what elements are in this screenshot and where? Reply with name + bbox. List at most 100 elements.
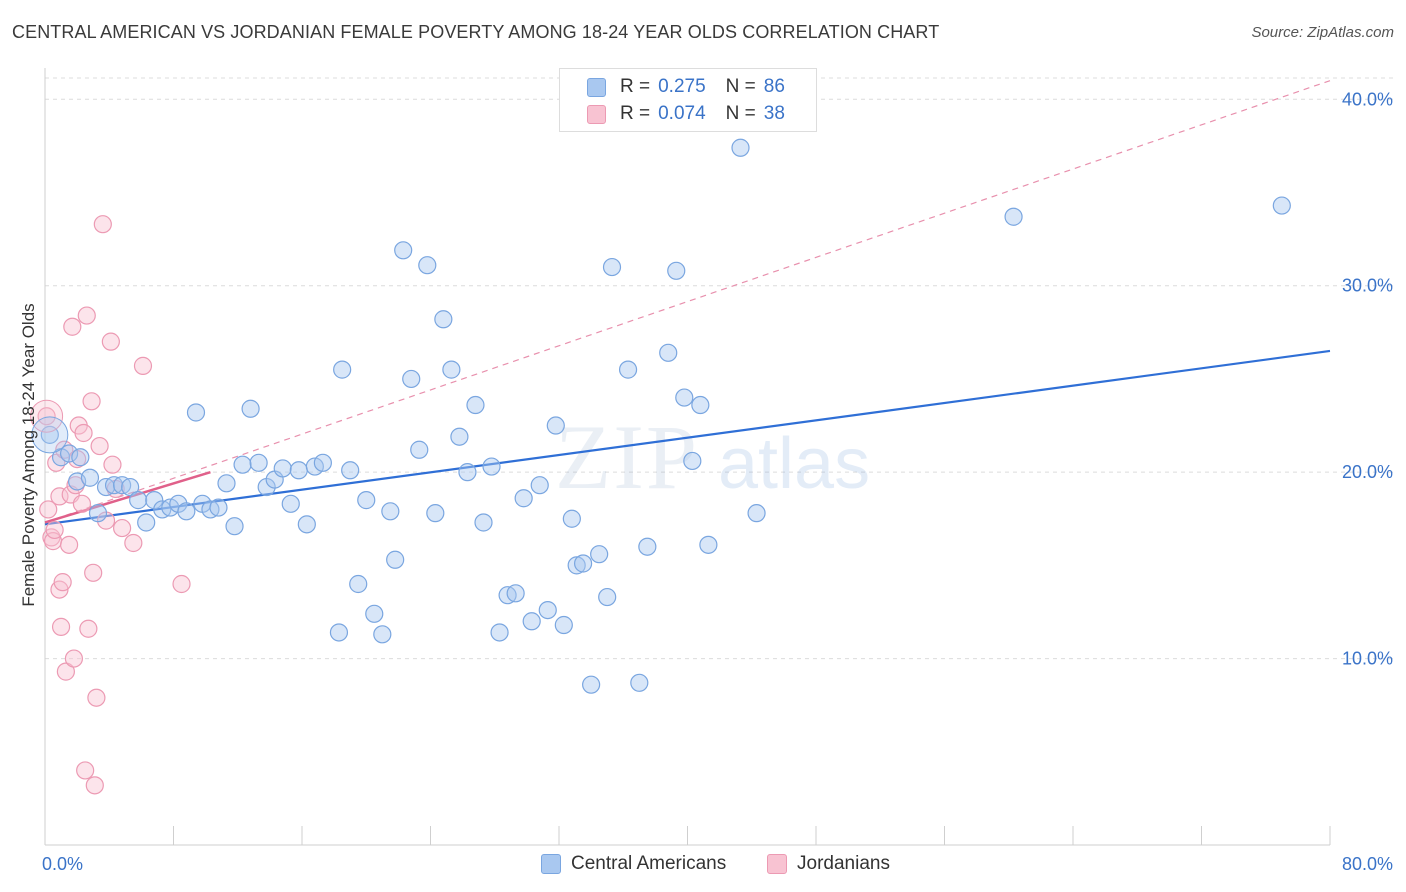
x-tick-label: 80.0%: [1342, 854, 1393, 874]
trend-line-central-americans: [44, 349, 1331, 526]
point-central-american: [538, 600, 557, 620]
point-central-american: [357, 491, 376, 510]
x-tick-label: 0.0%: [42, 854, 83, 874]
point-central-american: [80, 468, 100, 487]
point-central-american: [747, 504, 766, 523]
point-central-american: [88, 504, 108, 523]
point-central-american-large: [31, 416, 69, 454]
point-central-american: [482, 457, 501, 476]
point-central-american: [121, 477, 140, 497]
legend-swatch-blue: [587, 77, 606, 97]
point-central-american: [349, 574, 368, 594]
point-jordanian: [103, 455, 122, 474]
point-jordanian: [56, 662, 75, 681]
legend-item-central-americans[interactable]: Central Americans: [541, 852, 726, 876]
y-tick-label: 20.0%: [1342, 462, 1393, 482]
point-jordanian: [63, 317, 82, 336]
y-tick-labels: 10.0% 20.0% 30.0% 40.0%: [1342, 89, 1393, 668]
point-central-american: [1004, 207, 1023, 226]
point-jordanian: [172, 574, 191, 594]
watermark-atlas: atlas: [718, 424, 870, 504]
legend-row-jordanians: R = 0.074 N = 38: [560, 101, 785, 127]
point-central-american: [691, 395, 710, 415]
point-central-american: [402, 369, 421, 389]
chart-title: CENTRAL AMERICAN VS JORDANIAN FEMALE POV…: [12, 22, 940, 42]
data-points: [30, 93, 1291, 795]
point-central-american: [273, 459, 292, 478]
point-jordanian: [76, 761, 95, 780]
point-central-american: [506, 584, 525, 603]
point-central-american: [450, 427, 469, 446]
point-central-american: [458, 463, 477, 482]
legend-swatch-pink: [767, 854, 787, 874]
point-central-american: [522, 612, 541, 631]
n-value: 38: [763, 103, 785, 124]
point-central-american: [313, 453, 332, 472]
point-central-american: [562, 509, 581, 528]
point-jordanian: [133, 356, 153, 375]
legend-label: Jordanians: [797, 853, 890, 874]
point-central-american: [602, 257, 622, 277]
point-jordanian: [53, 573, 72, 592]
point-central-american: [186, 403, 206, 422]
point-jordanian: [77, 306, 96, 325]
point-central-american: [630, 673, 649, 692]
point-central-american: [426, 504, 445, 523]
n-value: 86: [763, 76, 785, 97]
point-central-american: [249, 453, 268, 472]
point-central-american: [667, 261, 686, 280]
point-central-american: [333, 360, 352, 379]
y-tick-label: 40.0%: [1342, 89, 1393, 109]
point-central-american: [731, 138, 750, 157]
point-jordanian: [74, 423, 93, 443]
point-central-american: [373, 625, 392, 644]
point-central-american: [618, 360, 638, 379]
point-central-american: [699, 535, 718, 554]
point-central-american: [554, 615, 573, 635]
y-tick-label: 10.0%: [1342, 649, 1393, 669]
point-jordanian: [85, 776, 104, 795]
point-jordanian: [51, 617, 71, 636]
point-central-american: [394, 241, 413, 260]
point-central-american: [241, 399, 260, 418]
y-tick-label: 30.0%: [1342, 276, 1393, 296]
legend-label: Central Americans: [571, 853, 727, 874]
r-value: 0.074: [658, 103, 706, 124]
point-jordanian: [112, 518, 132, 538]
point-central-american: [582, 675, 601, 694]
point-central-american: [129, 491, 148, 510]
point-central-american: [598, 587, 617, 607]
point-jordanian: [50, 487, 69, 506]
n-label: N =: [725, 76, 756, 97]
point-central-american: [71, 448, 90, 467]
point-jordanian: [87, 688, 106, 707]
point-central-american: [225, 517, 244, 536]
point-central-american: [59, 444, 79, 463]
legend-item-jordanians[interactable]: Jordanians: [767, 852, 890, 876]
stats-legend: R = 0.275 N = 86 R = 0.074 N = 38: [559, 68, 817, 132]
point-central-american: [365, 604, 384, 623]
point-central-american: [573, 554, 593, 573]
point-central-american: [386, 550, 405, 569]
point-jordanian: [124, 533, 143, 553]
n-label: N =: [725, 103, 756, 124]
point-jordanian: [90, 436, 109, 456]
axes: [44, 68, 1331, 846]
r-label: R =: [620, 103, 651, 124]
source-label: Source: ZipAtlas.com: [1251, 24, 1394, 41]
point-central-american: [233, 455, 252, 474]
point-central-american: [434, 310, 453, 329]
y-axis-label: Female Poverty Among 18-24 Year Olds: [19, 303, 38, 606]
point-central-american: [1272, 196, 1291, 215]
point-jordanian: [47, 453, 66, 472]
point-central-american: [474, 513, 493, 532]
point-jordanian: [82, 392, 101, 411]
point-jordanian-large: [30, 399, 64, 433]
point-central-american: [177, 502, 196, 521]
point-jordanian: [45, 520, 64, 540]
legend-swatch-blue: [541, 854, 561, 874]
point-central-american: [341, 461, 360, 480]
point-central-american: [590, 545, 609, 564]
r-value: 0.275: [658, 76, 706, 97]
